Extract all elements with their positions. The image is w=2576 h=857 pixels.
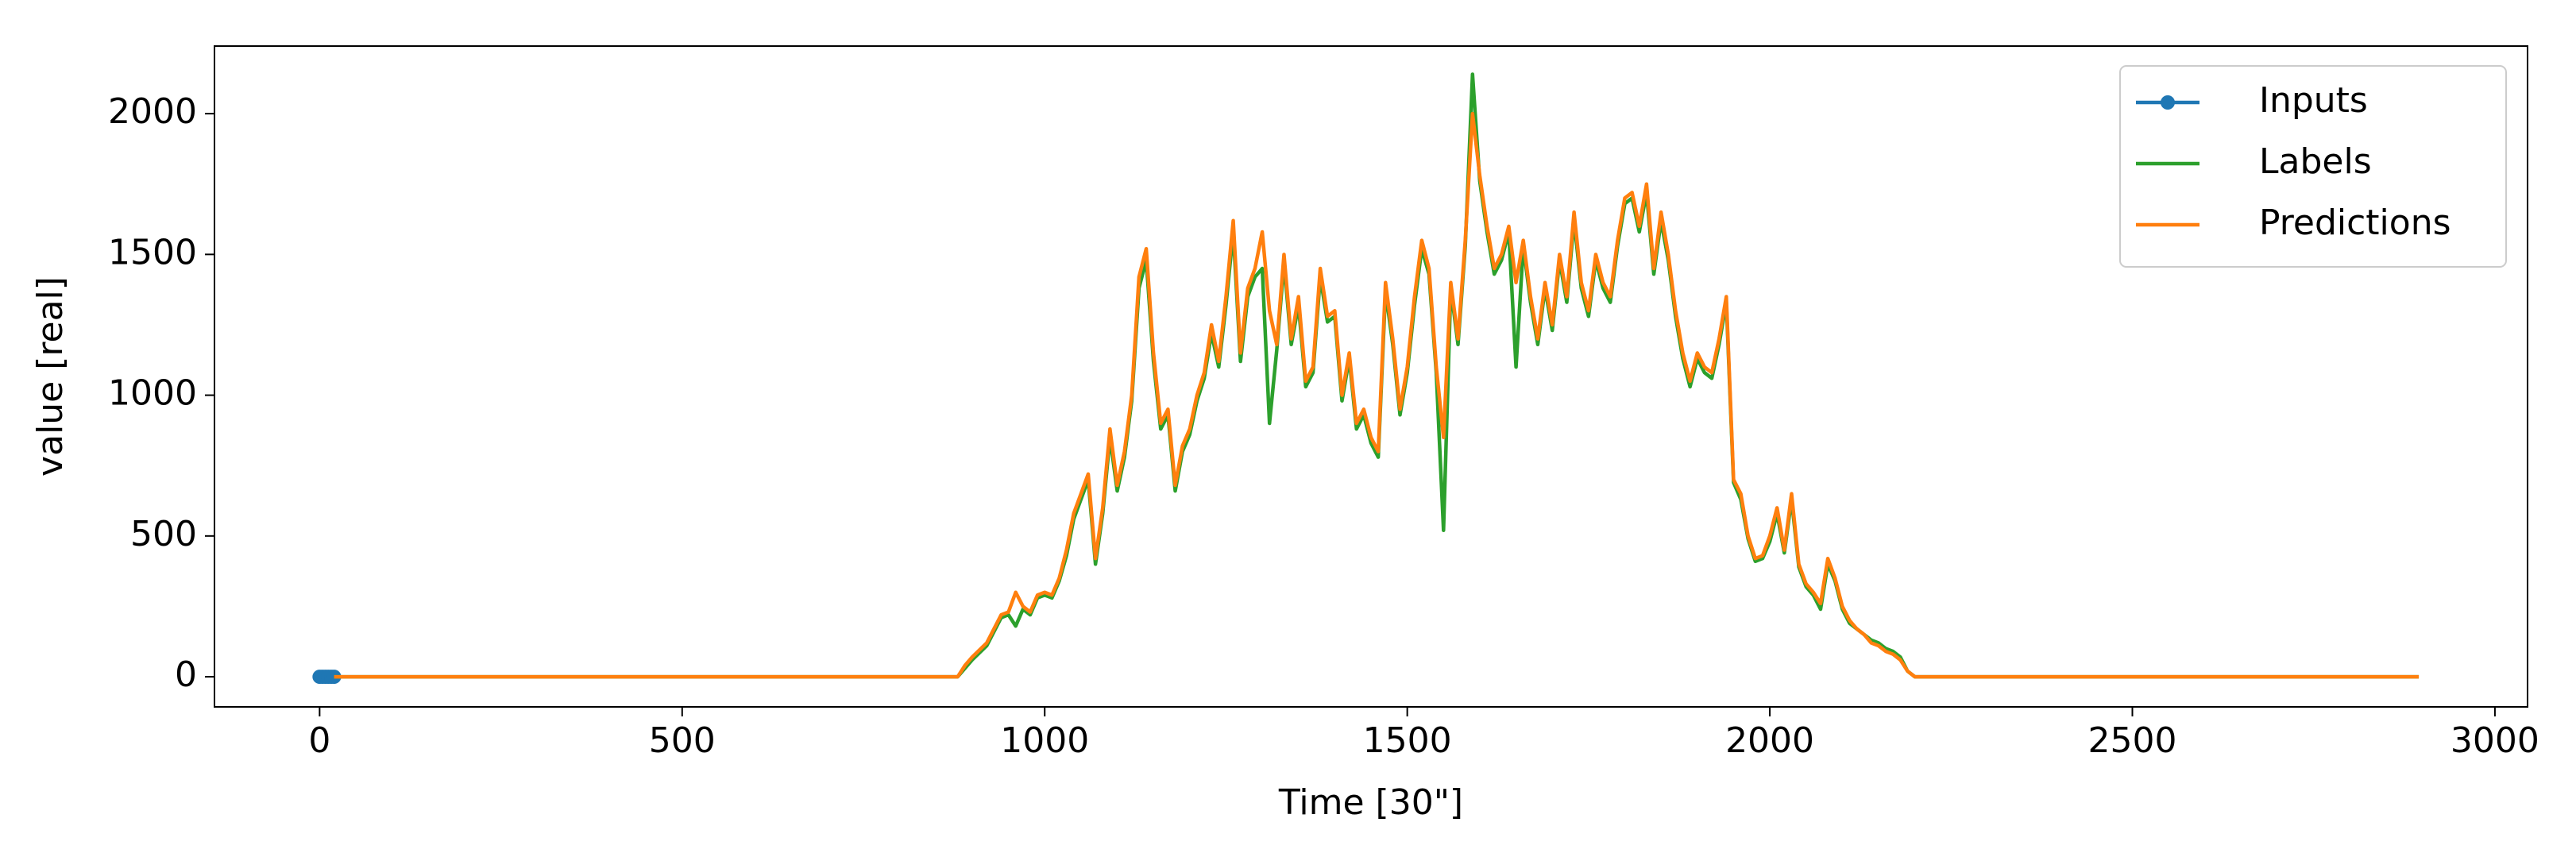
series-line xyxy=(334,72,2420,679)
y-axis-label: value [real] xyxy=(30,276,71,477)
legend-label: Labels xyxy=(2259,141,2372,182)
x-tick-label: 1000 xyxy=(1000,720,1089,761)
x-tick-label: 500 xyxy=(649,720,716,761)
y-tick-label: 500 xyxy=(130,514,197,554)
legend-label: Inputs xyxy=(2259,80,2368,121)
x-tick-label: 3000 xyxy=(2450,720,2539,761)
x-tick-label: 1500 xyxy=(1363,720,1452,761)
plot-frame xyxy=(214,45,2528,708)
y-tick-label: 1000 xyxy=(108,373,197,414)
legend-swatch-marker xyxy=(2161,95,2175,110)
x-tick-label: 2000 xyxy=(1725,720,1814,761)
y-tick-label: 1500 xyxy=(108,232,197,272)
y-tick-label: 2000 xyxy=(108,91,197,132)
x-tick-label: 0 xyxy=(308,720,330,761)
x-tick-label: 2500 xyxy=(2088,720,2177,761)
y-tick-label: 0 xyxy=(175,654,197,695)
legend-box xyxy=(2119,65,2507,268)
legend-label: Predictions xyxy=(2259,203,2451,243)
series-line xyxy=(334,111,2420,679)
x-axis-label: Time [30"] xyxy=(1278,782,1463,823)
